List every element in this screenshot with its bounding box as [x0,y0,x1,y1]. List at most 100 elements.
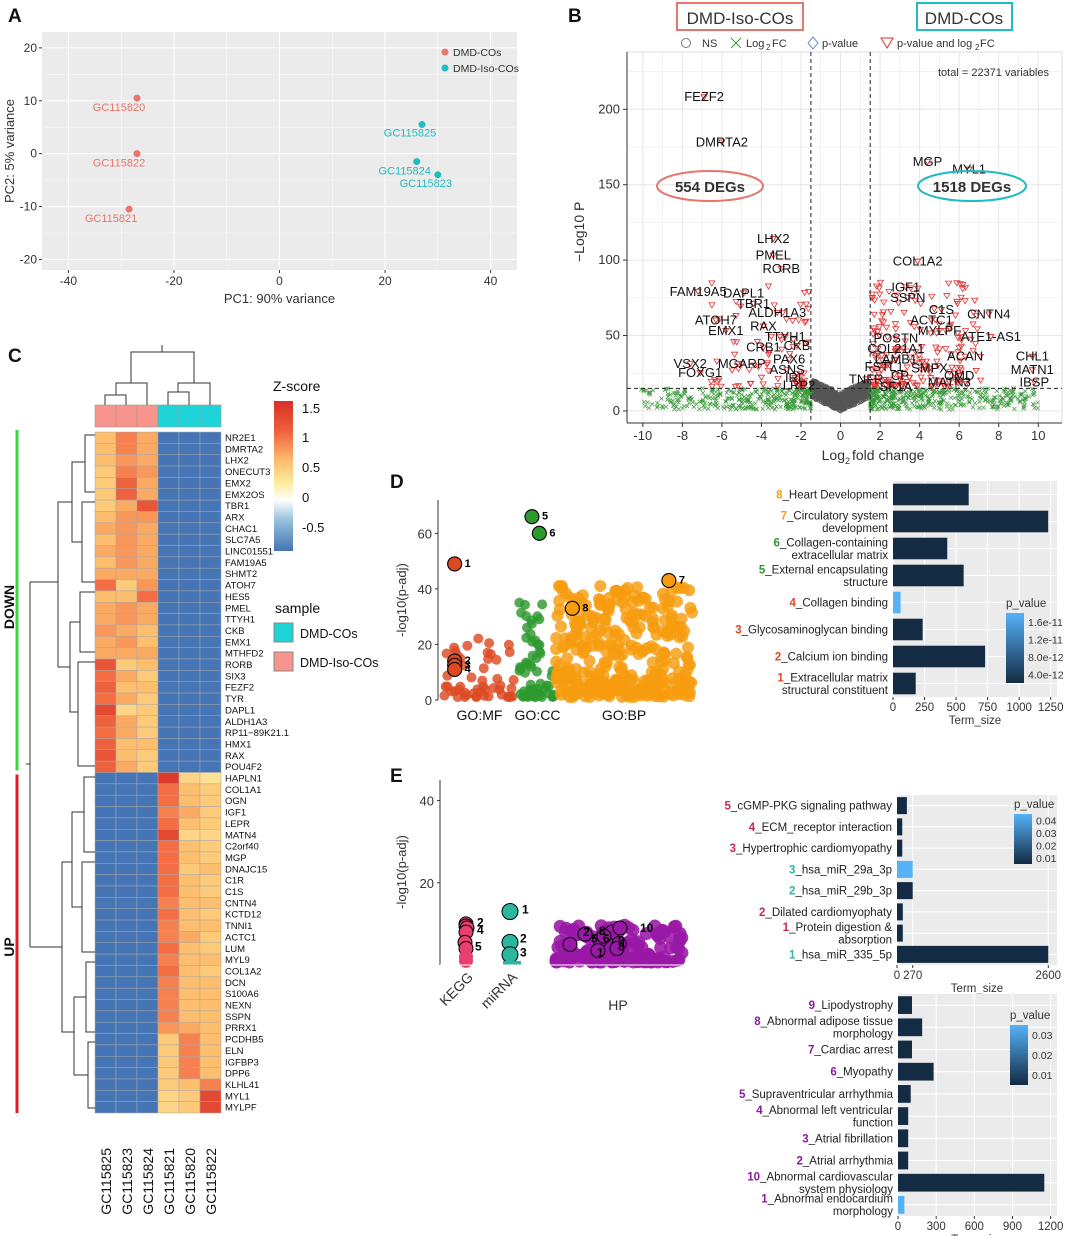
sample-legend-key [273,622,294,643]
x-tick-label: 1200 [1038,1221,1064,1233]
log2fc-point [714,398,719,403]
row-label: KLHL41 [225,1080,259,1091]
term-bar [898,1040,912,1059]
ns-point [859,384,865,390]
heatmap-cell [199,817,222,830]
log2fc-point [993,395,998,400]
log2fc-point [769,393,775,399]
point-number: 8 [618,940,625,954]
heatmap-cell [115,658,138,671]
bar-label: 8_Heart Development [776,490,889,502]
log2fc-point [925,393,931,399]
ns-point [846,390,852,396]
heatmap-cell [136,636,159,648]
gene-label: SMPX [911,361,948,376]
term-point [583,665,596,678]
log2fc-point [670,398,675,403]
row-label: KCTD12 [225,910,261,921]
log2fc-point [976,389,981,395]
sig-point [927,330,935,337]
log2fc-point [980,394,986,400]
ns-point [857,394,863,400]
log2fc-point [673,393,678,399]
heatmap-cell [178,602,201,614]
log2fc-point [786,406,791,412]
sig-point [903,294,912,302]
right-group-box [916,2,1013,31]
sig-point [917,343,926,351]
heatmap-cell [199,851,222,864]
row-label: MYL1 [225,1091,250,1102]
heatmap-cell [136,840,159,853]
log2fc-point [1007,388,1012,393]
ns-point [823,400,829,406]
heatmap-cell [94,806,117,819]
sig-point [799,382,808,389]
heatmap-cell [115,522,138,535]
log2fc-point [947,407,952,412]
gene-label: ASNS [769,362,805,377]
heatmap-cell [199,942,222,955]
bar-label: 2_Calcium ion binding [775,652,888,664]
heatmap-cell [94,976,117,989]
sig-point [805,289,813,296]
row-label: ALDH1A3 [225,717,267,728]
sig-point [955,373,963,380]
x-tick-label: 270 [903,970,922,982]
sig-point [870,297,879,304]
term-bar [897,818,903,836]
gene-label: LHX2 [757,231,790,246]
term-point [599,660,612,673]
sample-annotation-cell [115,404,138,428]
point-number: 9 [618,933,625,947]
log2fc-point [774,404,779,409]
heatmap-cell [115,488,138,501]
sig-point [708,383,716,390]
x-tick-label: 40 [484,274,498,288]
point-label: GC115823 [400,178,452,190]
down-label: DOWN [1,585,17,629]
sig-point [785,356,793,364]
x-axis-title: Term_size [949,715,1001,727]
ns-point [862,392,868,398]
term-point [535,678,546,689]
pvalue-tick-label: 0.02 [1032,1050,1053,1062]
log2fc-point [931,405,937,410]
term-point [675,678,688,691]
heatmap-cell [178,533,201,546]
log2fc-point [1019,392,1024,397]
log2fc-point [1022,399,1027,405]
log2fc-point [1017,399,1023,405]
row-label: ELN [225,1046,244,1057]
log2fc-point [1012,394,1018,399]
term-point [526,618,537,629]
bar-label: structural constituent [782,685,889,697]
right-group-label: DMD-COs [925,9,1003,28]
log2fc-point [760,406,765,412]
term-point [657,662,670,675]
heatmap-cell [115,715,138,728]
heatmap-cell [94,465,117,478]
sig-point [928,293,936,301]
ns-point [848,397,854,403]
panel-b-volcano: -10 -8 -6 -4 -2 0 2 4 6 8 10050100150200FEZF2DMRTA… [571,2,1063,466]
heatmap-cell [94,624,117,637]
row-label: SIX3 [225,671,246,682]
heatmap-cell [136,658,159,671]
y-tick-label: 20 [24,41,38,55]
panel-letter-B: B [568,6,582,27]
heatmap-cell [94,658,117,671]
log2fc-point [895,406,900,412]
heatmap-cell [157,1078,180,1091]
heatmap-cell [199,511,222,524]
sample-annotation-cell [199,404,222,428]
sig-point [965,166,973,174]
log2fc-point [784,397,789,402]
point-number: 6 [549,527,555,539]
gene-label: ALDH1A3 [748,305,806,320]
column-label: GC115821 [161,1148,177,1215]
row-label: RORB [225,660,252,671]
sample-annotation-cell [94,404,117,428]
log2fc-point [880,393,886,399]
row-label: ARX [225,512,245,523]
